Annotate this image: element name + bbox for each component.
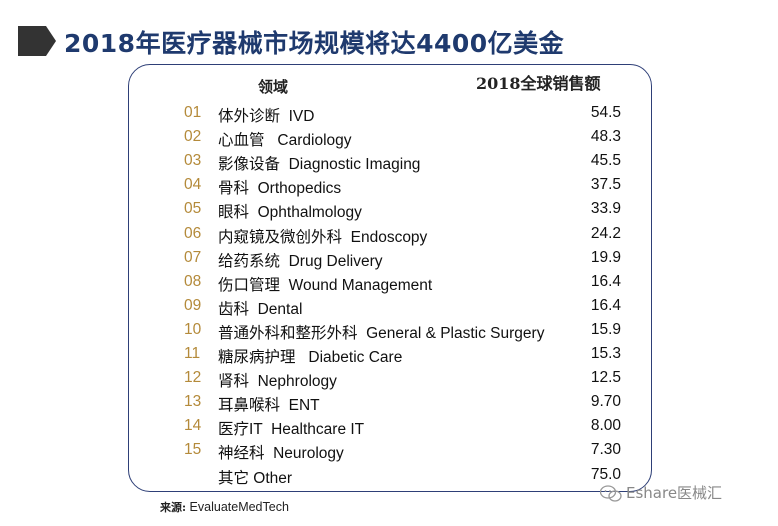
row-number: 12	[184, 369, 202, 387]
table-row: 06 内窥镜及微创外科 Endoscopy 24.2	[0, 225, 778, 249]
page-title: 2018年医疗器械市场规模将达4400亿美金	[64, 29, 565, 58]
row-value: 48.3	[590, 128, 621, 146]
row-value: 33.9	[590, 200, 621, 218]
row-label: 齿科 Dental	[218, 300, 303, 318]
row-number: 15	[184, 441, 202, 459]
table-row: 01 体外诊断 IVD 54.5	[0, 104, 778, 128]
source-note: 来源: EvaluateMedTech	[160, 499, 289, 515]
row-number: 08	[184, 272, 202, 290]
row-label: 伤口管理 Wound Management	[218, 276, 433, 294]
row-value: 37.5	[590, 176, 621, 194]
table-row: 其它 Other 75.0	[0, 466, 778, 490]
table-row: 03 影像设备 Diagnostic Imaging 45.5	[0, 152, 778, 176]
row-label: 其它 Other	[218, 469, 293, 487]
row-label: 糖尿病护理 Diabetic Care	[218, 349, 403, 366]
table-row: 14 医疗IT Healthcare IT 8.00	[0, 417, 778, 441]
column-header-field: 领域	[258, 78, 289, 96]
row-label: 心血管 Cardiology	[218, 132, 352, 150]
row-number: 07	[184, 248, 202, 266]
source-text: EvaluateMedTech	[189, 500, 289, 514]
watermark: Eshare医械汇	[600, 482, 722, 504]
row-label: 肾科 Nephrology	[218, 373, 337, 391]
table-row: 08 伤口管理 Wound Management 16.4	[0, 273, 778, 297]
title-bar: 2018年医疗器械市场规模将达4400亿美金	[0, 20, 778, 62]
table-row: 04 骨科 Orthopedics 37.5	[0, 176, 778, 200]
table-panel	[128, 64, 652, 492]
row-label: 普通外科和整形外科 General & Plastic Surgery	[218, 324, 545, 342]
table-row: 05 眼科 Ophthalmology 33.9	[0, 200, 778, 224]
table-row: 15 神经科 Neurology 7.30	[0, 441, 778, 465]
row-number: 09	[184, 296, 202, 314]
row-value: 7.30	[590, 441, 621, 459]
table-row: 11 糖尿病护理 Diabetic Care 15.3	[0, 345, 778, 369]
row-value: 12.5	[590, 369, 621, 387]
row-label: 给药系统 Drug Delivery	[218, 252, 383, 270]
row-value: 16.4	[590, 272, 621, 290]
row-label: 影像设备 Diagnostic Imaging	[218, 156, 421, 174]
row-number: 11	[184, 345, 201, 362]
source-prefix: 来源:	[160, 501, 187, 514]
row-number: 02	[184, 128, 202, 146]
row-number: 01	[184, 104, 202, 121]
row-number: 14	[184, 417, 202, 435]
table-row: 12 肾科 Nephrology 12.5	[0, 369, 778, 393]
row-number: 06	[184, 224, 202, 242]
table-row: 02 心血管 Cardiology 48.3	[0, 128, 778, 152]
row-label: 眼科 Ophthalmology	[218, 204, 362, 222]
row-number: 05	[184, 200, 202, 218]
row-label: 骨科 Orthopedics	[218, 180, 342, 198]
row-label: 神经科 Neurology	[218, 445, 344, 463]
row-value: 16.4	[590, 296, 621, 314]
row-label: 医疗IT Healthcare IT	[218, 421, 365, 439]
row-value: 15.3	[590, 345, 621, 362]
row-value: 54.5	[590, 104, 621, 121]
row-value: 45.5	[590, 152, 621, 170]
row-label: 内窥镜及微创外科 Endoscopy	[218, 228, 428, 246]
row-number: 10	[184, 320, 202, 338]
row-number: 13	[184, 393, 202, 411]
column-header-sales: 2018全球销售额	[476, 74, 601, 93]
row-value: 75.0	[590, 465, 621, 483]
row-value: 19.9	[590, 248, 621, 266]
table-row: 10 普通外科和整形外科 General & Plastic Surgery 15.…	[0, 321, 778, 345]
row-value: 8.00	[590, 417, 621, 435]
chevron-right-icon	[18, 26, 56, 56]
row-number: 04	[184, 176, 202, 194]
row-value: 9.70	[590, 393, 621, 411]
table-row: 13 耳鼻喉科 ENT 9.70	[0, 393, 778, 417]
row-value: 24.2	[590, 224, 621, 242]
table-row: 07 给药系统 Drug Delivery 19.9	[0, 249, 778, 273]
row-value: 15.9	[590, 320, 621, 338]
wechat-icon	[600, 484, 622, 502]
table-row: 09 齿科 Dental 16.4	[0, 297, 778, 321]
row-number: 03	[184, 152, 202, 170]
row-label: 体外诊断 IVD	[218, 108, 315, 125]
watermark-text: Eshare医械汇	[626, 484, 723, 502]
row-label: 耳鼻喉科 ENT	[218, 397, 320, 415]
